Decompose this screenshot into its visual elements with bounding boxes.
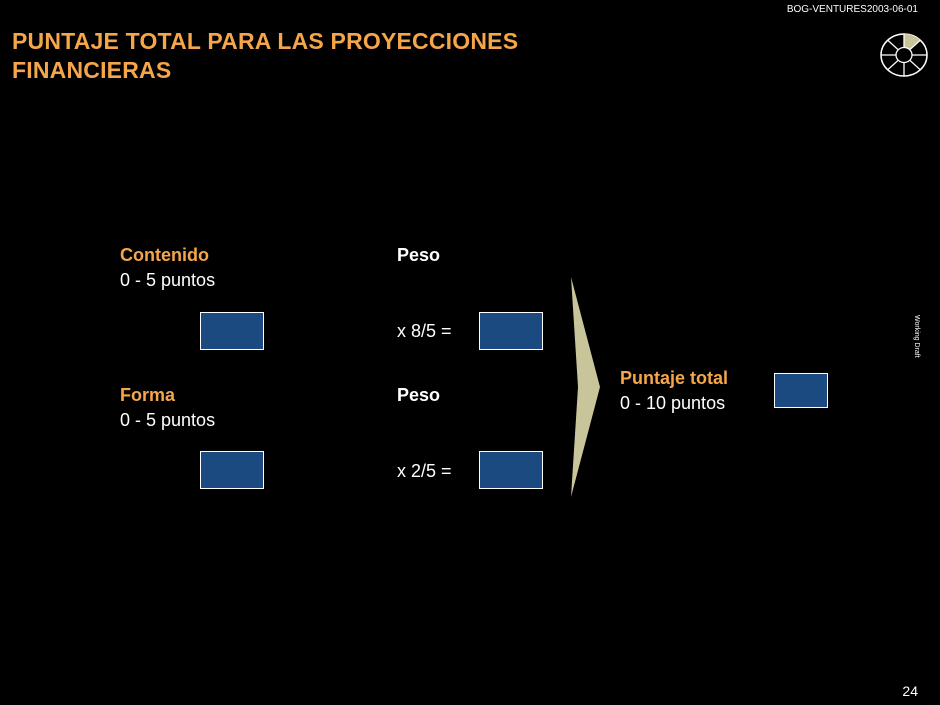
contenido-score-box[interactable] xyxy=(200,312,264,350)
multiplier-forma: x 2/5 = xyxy=(397,461,452,481)
page-title: PUNTAJE TOTAL PARA LAS PROYECCIONES FINA… xyxy=(12,28,519,83)
forma-score-box[interactable] xyxy=(200,451,264,489)
page-number: 24 xyxy=(902,683,918,699)
forma-range: 0 - 5 puntos xyxy=(120,410,216,430)
total-range: 0 - 10 puntos xyxy=(620,393,726,413)
peso-label-contenido: Peso xyxy=(397,245,441,265)
document-id: BOG-VENTURES2003-06-01 xyxy=(786,4,918,15)
total-label: Puntaje total xyxy=(620,368,729,388)
contenido-label: Contenido xyxy=(120,245,209,265)
peso-label-forma: Peso xyxy=(397,385,441,405)
total-score-box[interactable] xyxy=(774,373,828,408)
forma-weighted-box[interactable] xyxy=(479,451,543,489)
contenido-range: 0 - 5 puntos xyxy=(120,270,216,290)
logo-wheel-icon xyxy=(880,33,928,77)
multiplier-contenido: x 8/5 = xyxy=(397,321,452,341)
forma-label: Forma xyxy=(120,385,176,405)
chevron-right-icon xyxy=(571,277,600,497)
working-draft-label: Working Draft xyxy=(913,315,920,358)
contenido-weighted-box[interactable] xyxy=(479,312,543,350)
